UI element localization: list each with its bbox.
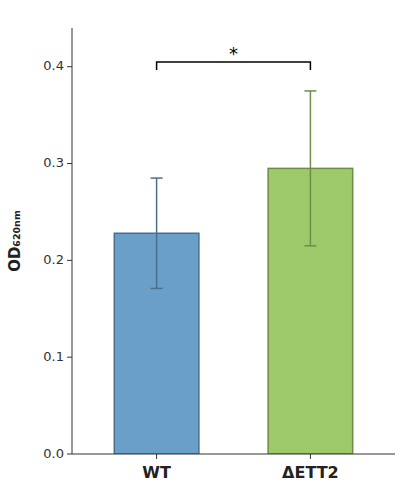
- y-tick: [67, 260, 72, 261]
- x-tick-label: ΔETT2: [282, 463, 339, 482]
- x-tick: [156, 454, 157, 459]
- y-tick-label: 0.1: [43, 349, 64, 364]
- y-tick: [67, 357, 72, 358]
- y-tick-label: 0.4: [43, 58, 64, 73]
- y-axis: 0.0 0.1 0.2 0.3 0.4: [43, 28, 72, 461]
- error-bar: [151, 178, 163, 288]
- x-axis-line: [72, 454, 395, 455]
- x-tick-label: WT: [142, 463, 171, 482]
- y-axis-label: OD₆₂₀ₙₘ: [6, 210, 24, 272]
- y-axis-line: [72, 28, 73, 454]
- chart: 0.0 0.1 0.2 0.3 0.4 OD₆₂₀ₙₘ WT ΔETT2 *: [0, 0, 409, 500]
- bars: [114, 91, 352, 454]
- y-tick: [67, 454, 72, 455]
- significance-label: *: [229, 43, 238, 64]
- y-tick-label: 0.3: [43, 155, 64, 170]
- x-axis: WT ΔETT2: [72, 454, 395, 482]
- y-tick-label: 0.0: [43, 446, 64, 461]
- x-tick: [310, 454, 311, 459]
- y-tick: [67, 66, 72, 67]
- y-tick: [67, 163, 72, 164]
- y-tick-label: 0.2: [43, 252, 64, 267]
- error-bar: [304, 91, 316, 246]
